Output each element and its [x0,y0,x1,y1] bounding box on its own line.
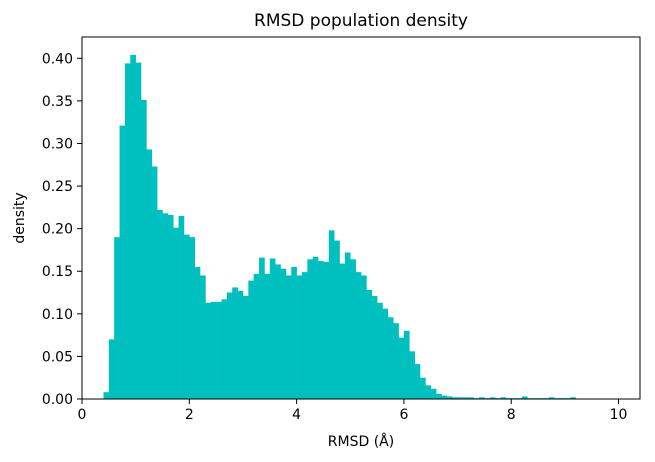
y-axis: 0.00 0.05 0.10 0.15 0.20 0.25 0.30 0.35 0.40 [42,51,82,408]
x-axis-title: RMSD (Å) [328,433,394,450]
histogram-bar [114,237,120,399]
histogram-bar [103,392,110,399]
y-tick-label: 0.00 [42,392,73,408]
y-tick-label: 0.15 [42,264,73,280]
histogram-bar [269,258,276,399]
histogram-bar [398,337,405,399]
histogram-bar [280,268,287,399]
histogram-bar [570,397,576,399]
x-tick-label: 10 [610,407,628,423]
histogram-bar [189,237,195,399]
histogram-bar [146,149,153,399]
histogram-bar [489,397,496,399]
histogram-bar [403,330,410,399]
histogram-bar [167,215,174,399]
histogram-bar [344,252,351,399]
histogram-bar [462,397,469,399]
histogram-bar [409,351,415,399]
histogram-bar [124,63,131,400]
x-tick-label: 4 [292,407,301,423]
y-tick-label: 0.35 [42,94,73,110]
y-tick-label: 0.20 [42,222,73,238]
histogram-bar [387,317,394,399]
y-tick-label: 0.30 [42,136,73,152]
histogram-bar [377,302,383,399]
histogram-bar [275,264,281,399]
y-tick-label: 0.10 [42,307,73,323]
histogram-bar [318,261,324,399]
histogram-bar [248,280,254,399]
histogram-bar [119,125,126,399]
histogram-bar [178,215,185,399]
histogram-bar [436,393,442,399]
histogram-bar [157,209,163,399]
histogram-bar [259,257,265,399]
histogram-bar [414,364,421,399]
histogram-bar [366,289,373,399]
histogram-bar [210,301,217,399]
histogram-bar [162,213,169,399]
histogram-bar [296,275,303,399]
histogram-bars [103,54,576,400]
histogram-bar [441,395,448,399]
histogram-bar [200,275,206,399]
histogram-bar [361,275,367,399]
histogram-bar [339,263,346,399]
histogram-bar [334,240,340,399]
x-tick-label: 8 [507,407,516,423]
y-tick-label: 0.25 [42,179,73,195]
chart-title: RMSD population density [254,11,468,31]
histogram-bar [194,266,201,399]
histogram-bar [173,227,179,399]
histogram-bar [301,272,308,399]
histogram-bar [130,54,136,399]
histogram-bar [420,377,426,399]
histogram-bar [479,397,485,399]
histogram-bar [393,323,399,399]
histogram-bar [285,275,292,399]
x-tick-label: 2 [185,407,194,423]
histogram-bar [232,287,238,399]
histogram-bar [457,397,464,399]
histogram-bar [521,396,528,399]
histogram-bar [371,295,378,399]
histogram-bar [452,397,458,399]
x-axis: 0 2 4 6 8 10 [78,399,628,423]
histogram-bar [253,273,260,399]
histogram-bar [500,397,507,399]
y-tick-label: 0.05 [42,349,73,365]
y-axis-title: density [12,192,28,243]
histogram-bar [468,397,474,399]
histogram-bar [323,261,330,399]
histogram-bar [312,256,319,399]
histogram-bar [430,388,437,399]
histogram-bar [242,295,249,399]
x-tick-label: 6 [399,407,408,423]
x-tick-label: 0 [78,407,87,423]
histogram-bar [355,272,362,399]
y-tick-label: 0.40 [42,51,73,67]
histogram-bar [328,230,335,399]
histogram-bar [548,397,555,399]
histogram-bar [446,396,453,399]
histogram-bar [425,385,432,399]
histogram-bar [264,273,271,399]
histogram-bar [307,259,314,399]
histogram-bar [350,259,356,399]
histogram-bar [141,100,147,399]
histogram-bar [151,166,158,399]
histogram-bar [205,302,212,399]
histogram-bar [382,308,389,399]
histogram-bar [108,339,115,399]
plot-frame [81,36,641,400]
histogram-bar [221,299,228,399]
histogram-bar [226,292,233,399]
histogram-bar [135,62,142,400]
histogram-bar [237,290,244,399]
histogram-bar [291,266,297,399]
histogram-bar [216,301,222,399]
histogram-bar [183,234,190,399]
